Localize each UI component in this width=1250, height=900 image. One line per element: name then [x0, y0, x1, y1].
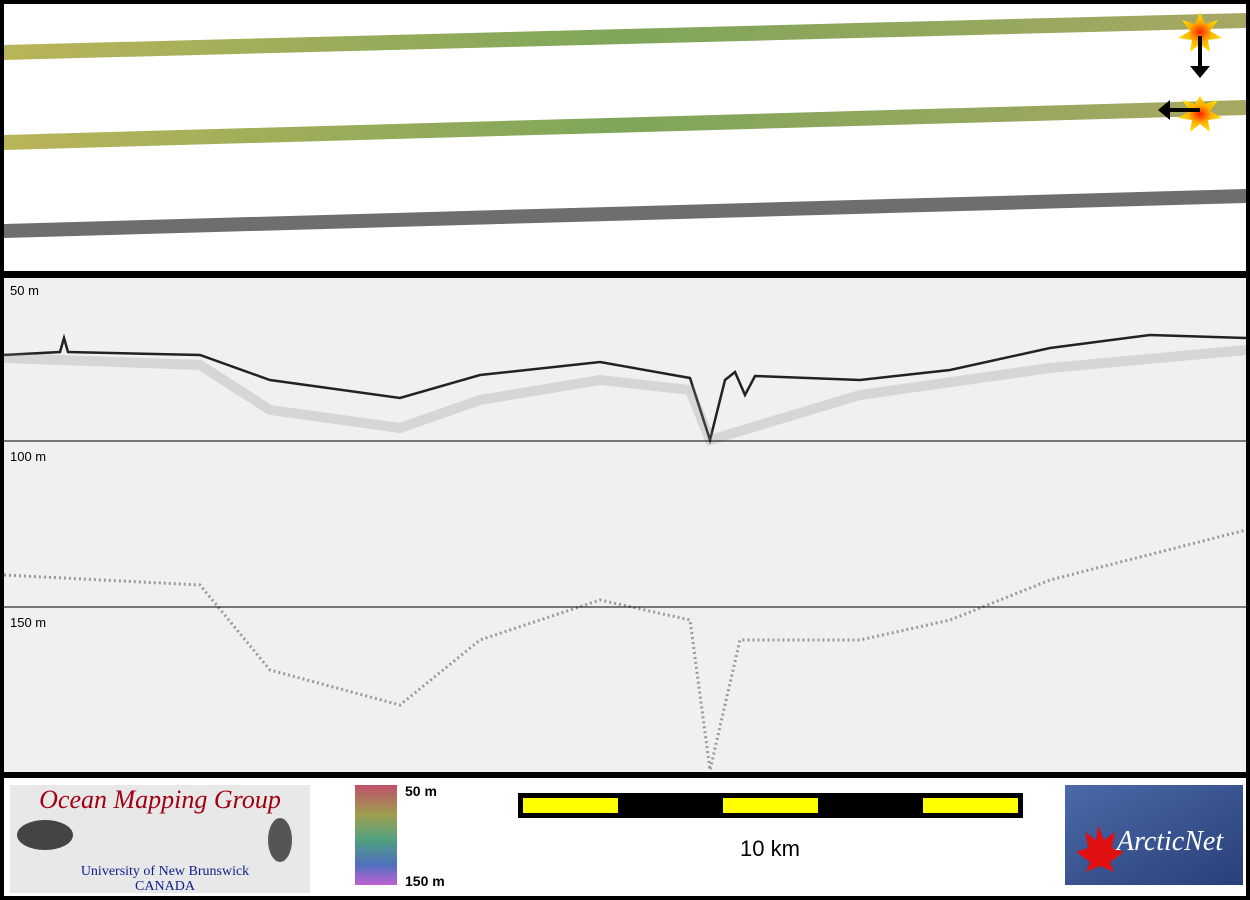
direction-icons: [1158, 12, 1222, 132]
depth-label: 150 m: [10, 615, 46, 630]
arcticnet-logo: [1065, 785, 1243, 885]
scale-bar-segment: [723, 798, 818, 813]
backscatter-strip: [4, 189, 1246, 238]
logo-graphic: [268, 818, 292, 862]
depth-label: 100 m: [10, 449, 46, 464]
sub-bottom: [3, 345, 1247, 447]
arcticnet-text: ArcticNet: [1115, 826, 1224, 857]
logo-university: University of New Brunswick: [81, 864, 249, 879]
swath-strip: [4, 13, 1246, 60]
scale-bar-segment: [523, 798, 618, 813]
logo-title: Ocean Mapping Group: [39, 785, 281, 814]
multiple-echo: [3, 528, 1247, 771]
maple-leaf: [1076, 825, 1124, 872]
scale-label: 10 km: [740, 836, 800, 861]
echogram-panel: [4, 278, 1246, 772]
scale-bar-segment: [923, 798, 1018, 813]
seabed-echo: [3, 333, 1247, 445]
color-scale: [355, 785, 397, 885]
logo-country: CANADA: [135, 879, 196, 894]
color-scale-bottom: 150 m: [405, 873, 445, 889]
logo-graphic: [17, 820, 73, 850]
swath-strip: [4, 100, 1246, 150]
depth-label: 50 m: [10, 283, 39, 298]
color-scale-top: 50 m: [405, 783, 437, 799]
